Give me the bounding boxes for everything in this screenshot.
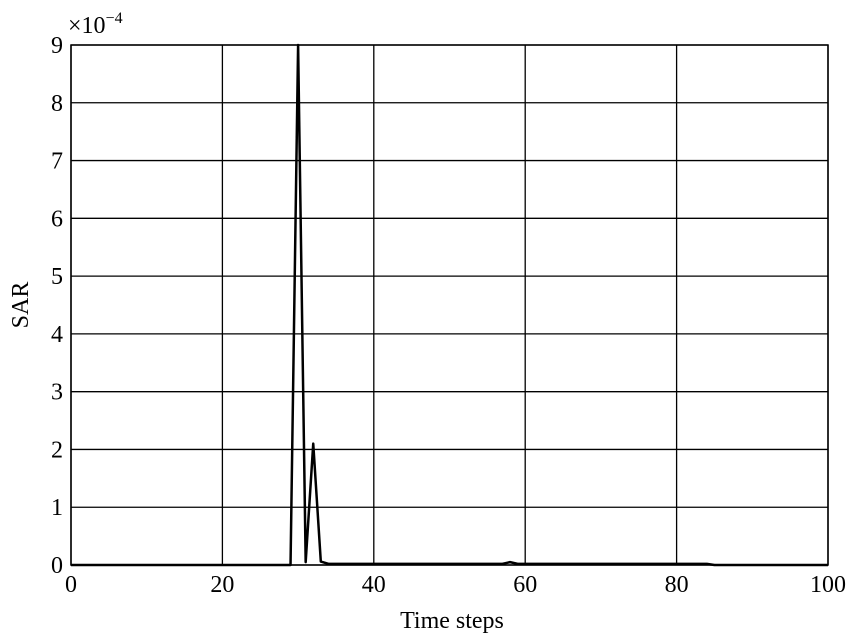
y-multiplier-base: ×10 <box>68 13 106 39</box>
y-tick-label: 1 <box>51 495 63 521</box>
y-tick-label: 7 <box>51 149 63 175</box>
x-tick-label: 20 <box>210 572 234 598</box>
x-tick-label: 60 <box>513 572 537 598</box>
data-line <box>71 43 828 567</box>
y-multiplier-exponent: −4 <box>106 10 123 27</box>
y-axis-label: SAR <box>8 282 34 329</box>
y-tick-label: 0 <box>51 553 63 579</box>
x-tick-label: 80 <box>665 572 689 598</box>
y-tick-label: 3 <box>51 380 63 406</box>
y-tick-label: 2 <box>51 437 63 463</box>
y-tick-label: 4 <box>51 322 63 348</box>
x-tick-label: 40 <box>362 572 386 598</box>
y-tick-label: 6 <box>51 206 63 232</box>
x-tick-label: 100 <box>810 572 846 598</box>
y-tick-label: 5 <box>51 264 63 290</box>
y-multiplier: ×10−4 <box>68 10 123 39</box>
x-tick-label: 0 <box>65 572 77 598</box>
y-tick-label: 8 <box>51 91 63 117</box>
x-axis-label: Time steps <box>400 608 504 634</box>
y-tick-label: 9 <box>51 33 63 59</box>
